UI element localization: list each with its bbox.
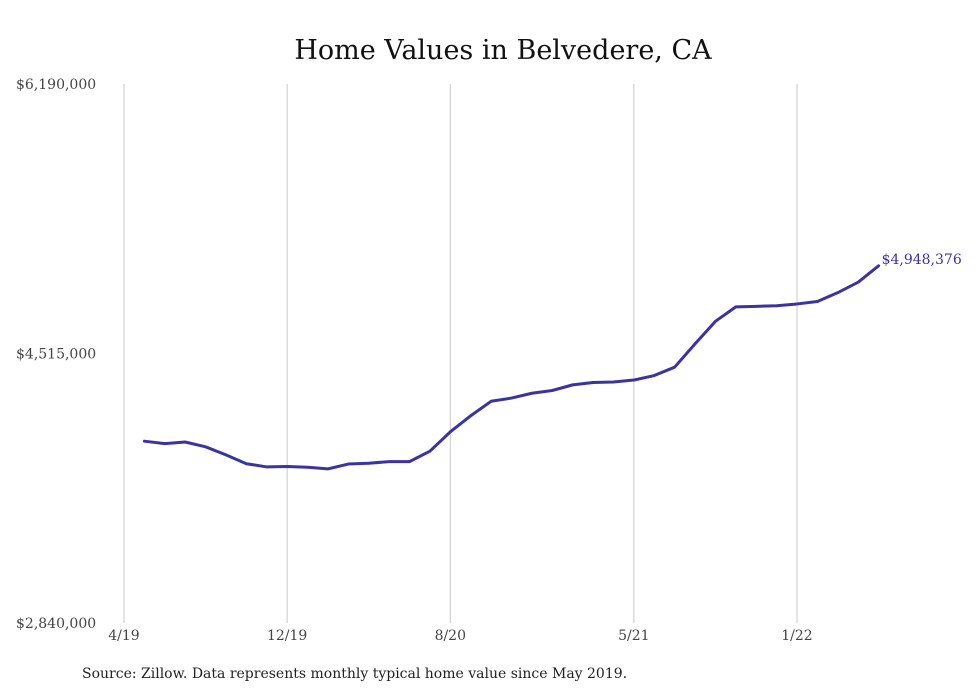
data-point — [490, 400, 492, 403]
data-point — [469, 414, 472, 417]
x-tick-label: 12/19 — [267, 628, 307, 644]
x-tick-label: 5/21 — [618, 628, 649, 644]
data-point — [571, 384, 574, 386]
y-tick-label: $2,840,000 — [16, 616, 96, 632]
data-point — [143, 440, 146, 442]
data-point — [245, 462, 248, 465]
data-point — [612, 381, 615, 383]
x-tick-label: 4/19 — [108, 628, 139, 644]
data-point — [204, 446, 207, 448]
data-point — [836, 291, 839, 294]
data-point — [551, 389, 554, 392]
y-axis-ticks: $6,190,000 $4,515,000 $2,840,000 — [16, 77, 96, 632]
data-point — [327, 468, 329, 470]
data-point — [388, 460, 390, 463]
data-point — [796, 303, 798, 305]
data-point — [429, 450, 431, 452]
data-point — [714, 320, 717, 323]
x-axis-ticks: 4/19 12/19 8/20 5/21 1/22 — [108, 628, 812, 644]
data-point — [184, 441, 186, 443]
data-point — [306, 466, 309, 469]
y-tick-label: $6,190,000 — [16, 77, 96, 93]
data-point — [694, 343, 696, 345]
data-point — [592, 381, 594, 384]
data-point — [531, 392, 533, 395]
x-tick-label: 1/22 — [781, 628, 812, 644]
data-point — [653, 374, 656, 377]
data-point — [286, 465, 288, 468]
x-tick-label: 8/20 — [435, 628, 466, 644]
data-point — [449, 431, 452, 433]
series-layer: $4,948,376 — [142, 252, 962, 471]
data-point — [775, 304, 778, 307]
series-line — [142, 264, 881, 471]
chart-title: Home Values in Belvedere, CA — [294, 35, 712, 66]
data-point — [347, 463, 350, 465]
data-point — [408, 460, 411, 463]
data-point — [163, 442, 166, 445]
data-point — [816, 300, 819, 303]
data-point — [225, 454, 227, 456]
y-tick-label: $4,515,000 — [16, 347, 96, 363]
data-point — [367, 462, 370, 465]
end-value-label: $4,948,376 — [882, 252, 962, 268]
gridlines — [123, 84, 798, 623]
data-point — [510, 397, 513, 399]
data-point — [857, 281, 859, 284]
data-point — [633, 379, 635, 381]
data-point — [877, 265, 880, 267]
data-point — [755, 305, 758, 308]
data-point — [265, 466, 268, 468]
data-point — [735, 306, 737, 308]
data-point — [673, 366, 676, 368]
source-note: Source: Zillow. Data represents monthly … — [82, 666, 628, 682]
